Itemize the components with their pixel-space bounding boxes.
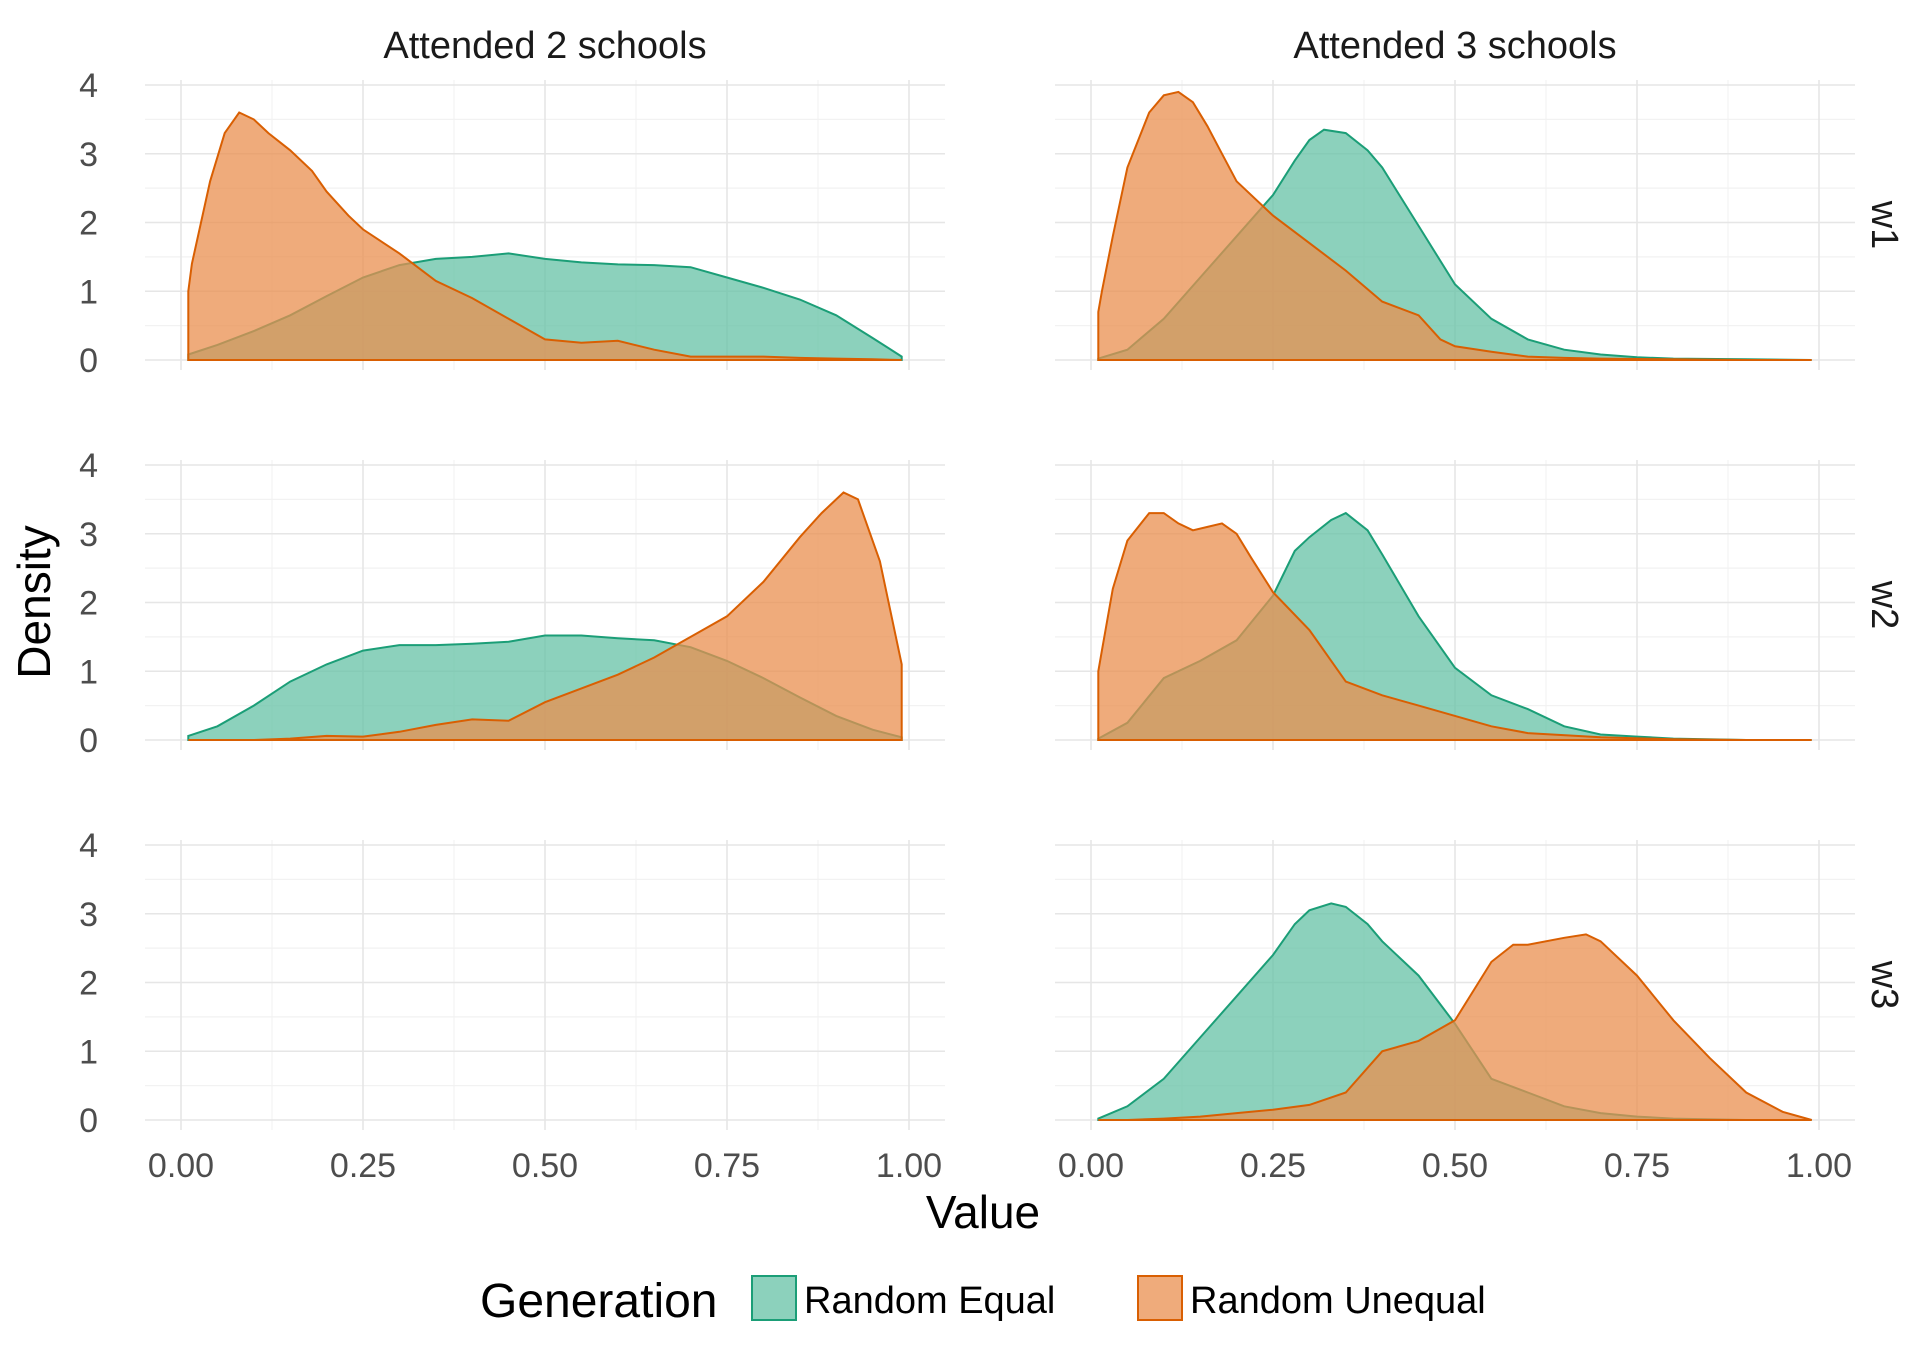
x-axis-title: Value: [926, 1186, 1040, 1238]
x-tick-label: 0.50: [1422, 1147, 1488, 1185]
y-tick-label: 3: [79, 896, 98, 934]
y-tick-label: 0: [79, 1102, 98, 1140]
x-tick-label: 0.50: [512, 1147, 578, 1185]
facet-row-label: w3: [1863, 960, 1905, 1010]
density-area-random-unequal: [1098, 933, 1812, 1121]
x-tick-label: 0.25: [1240, 1147, 1306, 1185]
y-tick-label: 3: [79, 136, 98, 174]
x-tick-label: 0.25: [330, 1147, 396, 1185]
y-tick-label: 4: [79, 447, 98, 485]
y-tick-label: 2: [79, 585, 98, 623]
legend-item: Random Unequal: [1137, 1275, 1486, 1322]
facet-column-label: Attended 2 schools: [383, 25, 706, 67]
facet-row-label: w1: [1863, 200, 1905, 250]
x-tick-label: 0.00: [148, 1147, 214, 1185]
legend-item-label: Random Unequal: [1190, 1280, 1486, 1322]
facet-panel-w2-3-schools: [1097, 511, 1812, 741]
y-tick-label: 3: [79, 516, 98, 554]
y-tick-label: 1: [79, 653, 98, 691]
legend-item-label: Random Equal: [804, 1280, 1055, 1322]
facet-panel-w3-3-schools: [1097, 902, 1812, 1121]
y-tick-label: 1: [79, 1033, 98, 1071]
y-tick-label: 0: [79, 342, 98, 380]
density-area-random-unequal: [1097, 90, 1812, 361]
density-area-random-unequal: [188, 491, 903, 741]
y-tick-label: 2: [79, 205, 98, 243]
y-axis-title: Density: [8, 525, 60, 678]
facet-panel-w2-2-schools: [187, 491, 903, 741]
y-tick-label: 1: [79, 273, 98, 311]
y-tick-label: 0: [79, 722, 98, 760]
x-tick-label: 0.75: [694, 1147, 760, 1185]
x-tick-label: 0.00: [1058, 1147, 1124, 1185]
legend-key-swatch: [751, 1275, 797, 1321]
y-tick-label: 4: [79, 67, 98, 105]
density-area-random-unequal: [1097, 512, 1812, 741]
legend-item: Random Equal: [751, 1275, 1055, 1322]
legend-title: Generation: [480, 1275, 718, 1328]
y-tick-label: 2: [79, 965, 98, 1003]
facet-row-label: w2: [1863, 580, 1905, 630]
legend-key-swatch: [1137, 1275, 1183, 1321]
facet-column-label: Attended 3 schools: [1293, 25, 1616, 67]
x-tick-label: 1.00: [1786, 1147, 1852, 1185]
facet-panel-w1-2-schools: [187, 111, 903, 361]
density-area-random-unequal: [187, 111, 902, 361]
y-tick-label: 4: [79, 827, 98, 865]
facet-panel-w1-3-schools: [1097, 90, 1812, 361]
x-tick-label: 0.75: [1604, 1147, 1670, 1185]
x-tick-label: 1.00: [876, 1147, 942, 1185]
